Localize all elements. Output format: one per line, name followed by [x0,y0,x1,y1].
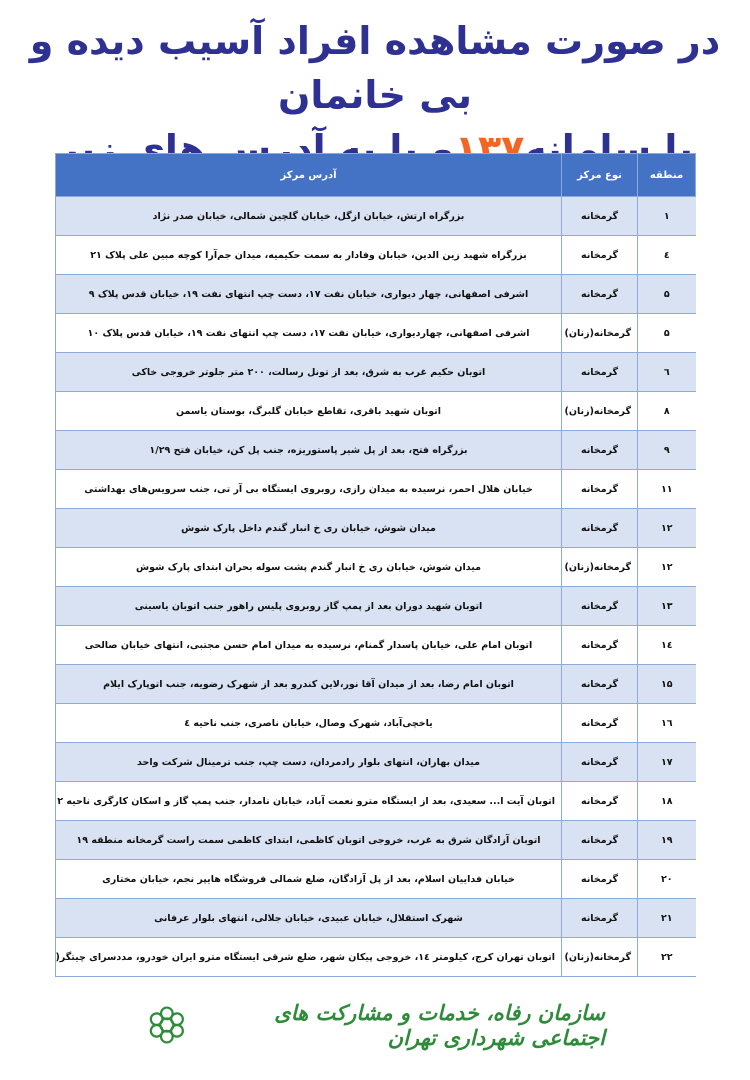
organization-name: سازمان رفاه، خدمات و مشارکت های اجتماعی … [274,1000,605,1050]
district-cell: ۵ [637,274,696,314]
center-type-cell: گرمخانه [561,859,638,899]
header-district: منطقه [637,153,696,197]
address-cell: اتوبان امام علی، خیابان پاسدار گمنام، نر… [55,625,562,665]
table-row: ۱۲ گرمخانه(زنان) میدان شوش، خیابان ری خ ان… [55,547,696,587]
center-type-cell: گرمخانه [561,703,638,743]
center-type-cell: گرمخانه [561,469,638,509]
district-cell: ۹ [637,430,696,470]
address-cell: اتوبان آزادگان شرق به غرب، خروجی اتوبان … [55,820,562,860]
table-row: ٤ گرمخانه بزرگراه شهید زین الدین، خیابان و… [55,235,696,275]
table-row: ۱ گرمخانه بزرگراه ارتش، خیابان ازگل، خیابا… [55,196,696,236]
center-type-cell: گرمخانه(زنان) [561,391,638,431]
address-cell: اشرفی اصفهانی، چهاردیواری، خیابان نفت ۱۷… [55,313,562,353]
district-cell: ۱۲ [637,547,696,587]
address-cell: یاخچی‌آباد، شهرک وصال، خیابان ناصری، جنب… [55,703,562,743]
district-cell: ۱ [637,196,696,236]
address-cell: اتوبان حکیم غرب به شرق، بعد از تونل رسال… [55,352,562,392]
center-type-cell: گرمخانه [561,898,638,938]
header-center-type: نوع مرکز [561,153,638,197]
table-row: ۱۲ گرمخانه میدان شوش، خیابان ری خ انبار گن… [55,508,696,548]
district-cell: ۲۰ [637,859,696,899]
center-type-cell: گرمخانه [561,625,638,665]
center-type-cell: گرمخانه [561,196,638,236]
title-line-1: در صورت مشاهده افراد آسیب دیده و بی خانم… [29,19,722,117]
table-row: ۱۷ گرمخانه میدان بهاران، انتهای بلوار رادم… [55,742,696,782]
center-type-cell: گرمخانه [561,586,638,626]
table-row: ۸ گرمخانه(زنان) اتوبان شهید باقری، تقاطع خ… [55,391,696,431]
center-type-cell: گرمخانه [561,235,638,275]
shelters-table: منطقه نوع مرکز آدرس مرکز ۱ گرمخانه بزرگراه… [55,153,696,977]
address-cell: اتوبان آیت ا... سعیدی، بعد از ایستگاه مت… [55,781,562,821]
center-type-cell: گرمخانه [561,742,638,782]
address-cell: اشرفی اصفهانی، چهار دیواری، خیابان نفت ۱… [55,274,562,314]
center-type-cell: گرمخانه(زنان) [561,937,638,977]
district-cell: ۱۹ [637,820,696,860]
table-row: ۲۰ گرمخانه خیابان فداییان اسلام، بعد از پل… [55,859,696,899]
footer-logo: سازمان رفاه، خدمات و مشارکت های اجتماعی … [145,990,605,1060]
table-row: ۱٦ گرمخانه یاخچی‌آباد، شهرک وصال، خیابان ن… [55,703,696,743]
table-row: ۱۱ گرمخانه خیابان هلال احمر، نرسیده به مید… [55,469,696,509]
header-address: آدرس مرکز [55,153,562,197]
table-row: ۵ گرمخانه(زنان) اشرفی اصفهانی، چهاردیواری،… [55,313,696,353]
district-cell: ۱۱ [637,469,696,509]
table-row: ۹ گرمخانه بزرگراه فتح، بعد از پل شیر پاستو… [55,430,696,470]
table-row: ۲۲ گرمخانه(زنان) اتوبان تهران کرج، کیلومتر… [55,937,696,977]
address-cell: بزرگراه شهید زین الدین، خیابان وفادار به… [55,235,562,275]
table-row: ۲۱ گرمخانه شهرک استقلال، خیابان عبیدی، خیا… [55,898,696,938]
district-cell: ۸ [637,391,696,431]
center-type-cell: گرمخانه [561,274,638,314]
district-cell: ۲۱ [637,898,696,938]
tehran-municipality-flower-logo-icon [149,1006,184,1044]
table-row: ۱۳ گرمخانه اتوبان شهید دوران بعد از پمپ گا… [55,586,696,626]
center-type-cell: گرمخانه [561,508,638,548]
district-cell: ٦ [637,352,696,392]
address-cell: بزرگراه ارتش، خیابان ازگل، خیابان گلچین … [55,196,562,236]
address-cell: میدان شوش، خیابان ری خ انبار گندم پشت سو… [55,547,562,587]
district-cell: ۲۲ [637,937,696,977]
address-cell: شهرک استقلال، خیابان عبیدی، خیابان جلالی… [55,898,562,938]
center-type-cell: گرمخانه [561,781,638,821]
address-cell: اتوبان شهید باقری، تقاطع خیابان گلبرگ، ب… [55,391,562,431]
district-cell: ۱۸ [637,781,696,821]
address-cell: خیابان هلال احمر، نرسیده به میدان رازی، … [55,469,562,509]
district-cell: ۱۷ [637,742,696,782]
address-cell: اتوبان تهران کرج، کیلومتر ۱٤، خروجی پیکا… [55,937,562,977]
address-cell: اتوبان شهید دوران بعد از پمپ گاز روبروی … [55,586,562,626]
district-cell: ۱۳ [637,586,696,626]
district-cell: ۱٦ [637,703,696,743]
address-cell: میدان بهاران، انتهای بلوار رادمردان، دست… [55,742,562,782]
center-type-cell: گرمخانه(زنان) [561,547,638,587]
district-cell: ۱۵ [637,664,696,704]
table-row: ۵ گرمخانه اشرفی اصفهانی، چهار دیواری، خیاب… [55,274,696,314]
table-row: ۱٤ گرمخانه اتوبان امام علی، خیابان پاسدار … [55,625,696,665]
center-type-cell: گرمخانه [561,664,638,704]
center-type-cell: گرمخانه [561,430,638,470]
address-cell: اتوبان امام رضا، بعد از میدان آقا نور،لا… [55,664,562,704]
district-cell: ٤ [637,235,696,275]
table-row: ۱۹ گرمخانه اتوبان آزادگان شرق به غرب، خروج… [55,820,696,860]
district-cell: ۵ [637,313,696,353]
table-header: منطقه نوع مرکز آدرس مرکز [55,153,696,197]
table-row: ۱۵ گرمخانه اتوبان امام رضا، بعد از میدان آ… [55,664,696,704]
district-cell: ۱۲ [637,508,696,548]
district-cell: ۱٤ [637,625,696,665]
address-cell: میدان شوش، خیابان ری خ انبار گندم داخل پ… [55,508,562,548]
address-cell: خیابان فداییان اسلام، بعد از پل آزادگان،… [55,859,562,899]
table-row: ٦ گرمخانه اتوبان حکیم غرب به شرق، بعد از ت… [55,352,696,392]
center-type-cell: گرمخانه [561,352,638,392]
address-cell: بزرگراه فتح، بعد از پل شیر پاستوریزه، جن… [55,430,562,470]
table-row: ۱۸ گرمخانه اتوبان آیت ا... سعیدی، بعد از ا… [55,781,696,821]
center-type-cell: گرمخانه [561,820,638,860]
center-type-cell: گرمخانه(زنان) [561,313,638,353]
